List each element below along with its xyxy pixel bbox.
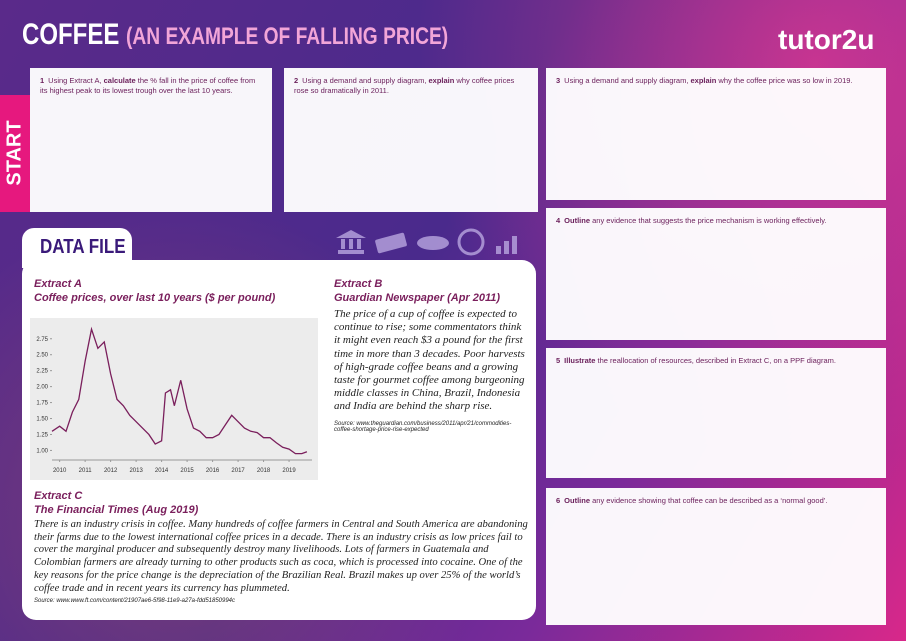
command-word: explain xyxy=(428,76,455,85)
data-file-label: DATA FILE xyxy=(40,236,126,258)
question-text: any evidence showing that coffee can be … xyxy=(590,496,828,505)
title: COFFEE (AN EXAMPLE OF FALLING PRICE) xyxy=(22,18,448,52)
extract-source: Source: www.theguardian.com/business/201… xyxy=(334,421,512,433)
x-tick-label: 2017 xyxy=(231,468,245,474)
question-number: 3 xyxy=(556,76,561,85)
extract-text: There is an industry crisis in coffee. M… xyxy=(34,519,528,594)
x-tick-label: 2014 xyxy=(155,468,169,474)
question-text: the % fall in the price of coffee from i… xyxy=(40,76,256,95)
question-text: Using a demand and supply diagram, xyxy=(564,76,691,85)
y-tick-label: 1.25 xyxy=(36,432,48,438)
extract-heading: The Financial Times (Aug 2019) xyxy=(34,504,199,516)
x-tick-label: 2019 xyxy=(282,468,296,474)
x-tick-label: 2013 xyxy=(129,468,143,474)
question-text: any evidence that suggests the price mec… xyxy=(590,216,827,225)
extract-text: The price of a cup of coffee is expected… xyxy=(334,308,525,413)
extract-source: Source: www.www.ft.com/content/21907ae6-… xyxy=(34,598,236,604)
y-tick-label: 2.00 xyxy=(36,385,48,391)
question-text: the reallocation of resources, described… xyxy=(595,356,836,365)
x-tick-label: 2010 xyxy=(53,468,67,474)
question-box: 3 Using a demand and supply diagram, expl… xyxy=(546,68,886,200)
logo: tutor2u xyxy=(778,24,875,55)
question-text: why the coffee price was so low in 2019. xyxy=(716,76,853,85)
question-number: 6 xyxy=(556,496,561,505)
question-text: Using a demand and supply diagram, xyxy=(302,76,429,85)
y-tick-label: 2.50 xyxy=(36,353,48,359)
x-tick-label: 2011 xyxy=(79,468,93,474)
question-box: 1 Using Extract A, calculate the % fall i… xyxy=(30,68,272,212)
extract-heading: Coffee prices, over last 10 years ($ per… xyxy=(34,292,276,304)
start-label: START xyxy=(3,120,26,186)
start-tab: START xyxy=(0,95,30,212)
x-tick-label: 2016 xyxy=(206,468,220,474)
extract-label: Extract B xyxy=(334,278,383,290)
title-main: COFFEE xyxy=(22,18,120,51)
icons xyxy=(336,228,517,256)
y-tick-label: 2.75 xyxy=(36,337,48,343)
command-word: Outline xyxy=(564,216,591,225)
question-box: 5 Illustrate the reallocation of resource… xyxy=(546,348,886,478)
command-word: Outline xyxy=(564,496,591,505)
question-box: 6 Outline any evidence showing that coffe… xyxy=(546,488,886,625)
price-chart: 1.00 1.25 1.50 1.75 2.00 2.25 2.50 2.75 2010 2011… xyxy=(30,318,318,480)
price-line xyxy=(51,326,308,455)
command-word: explain xyxy=(690,76,717,85)
y-tick-label: 2.25 xyxy=(36,369,48,375)
x-tick-label: 2015 xyxy=(180,468,194,474)
question-box: 4 Outline any evidence that suggests the … xyxy=(546,208,886,340)
extract-heading: Guardian Newspaper (Apr 2011) xyxy=(334,292,501,304)
title-sub: (AN EXAMPLE OF FALLING PRICE) xyxy=(126,23,449,50)
question-number: 4 xyxy=(556,216,561,225)
question-box: 2 Using a demand and supply diagram, expl… xyxy=(284,68,538,212)
question-number: 2 xyxy=(294,76,299,85)
question-number: 5 xyxy=(556,356,561,365)
question-text: why coffee prices rose so dramatically i… xyxy=(294,76,515,95)
command-word: Illustrate xyxy=(564,356,596,365)
y-tick-label: 1.00 xyxy=(36,448,48,454)
extract-label: Extract A xyxy=(34,278,82,290)
command-word: calculate xyxy=(103,76,136,85)
y-tick-label: 1.75 xyxy=(36,401,48,407)
data-file-tab xyxy=(22,228,132,268)
x-tick-label: 2012 xyxy=(104,468,118,474)
x-tick-label: 2018 xyxy=(257,468,271,474)
question-number: 1 xyxy=(40,76,45,85)
extract-label: Extract C xyxy=(34,490,83,502)
question-text: Using Extract A, xyxy=(48,76,104,85)
y-tick-label: 1.50 xyxy=(36,417,48,423)
